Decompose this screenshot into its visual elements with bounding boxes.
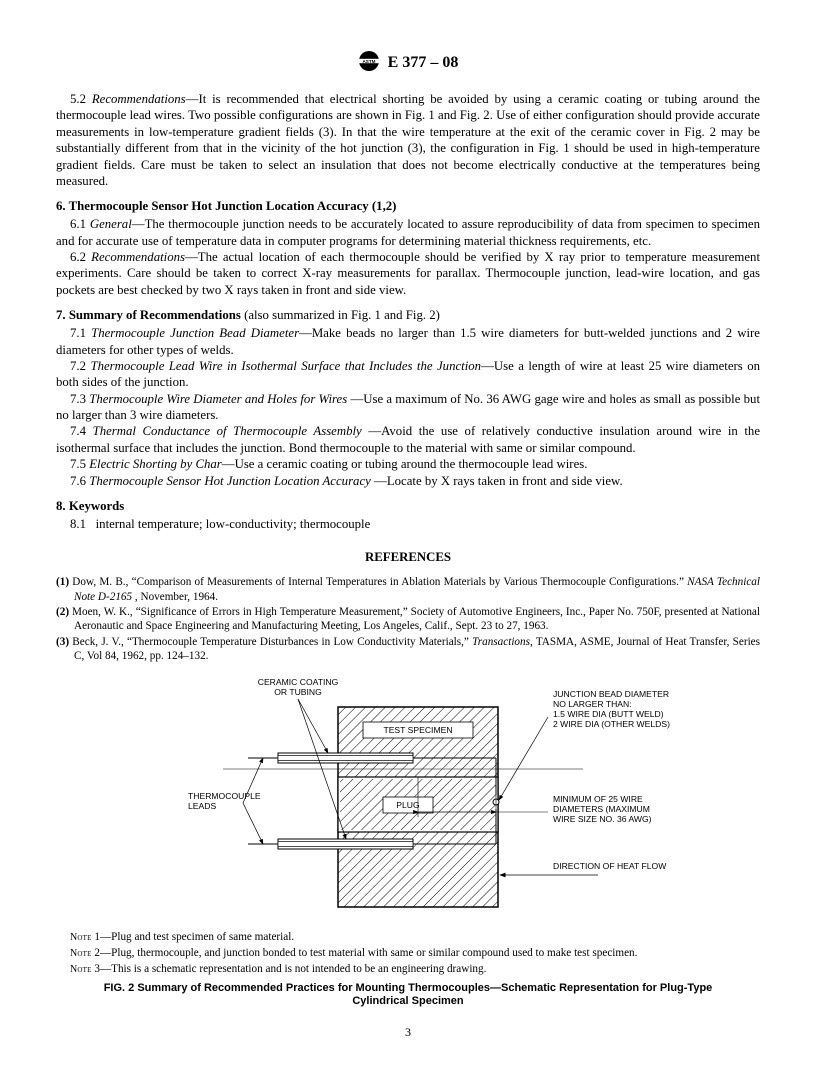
label-testspec: TEST SPECIMEN [383, 725, 452, 735]
para-8-1: 8.1 internal temperature; low-conductivi… [56, 516, 760, 532]
page: ASTM E 377 – 08 5.2 Recommendations—It i… [0, 0, 816, 1070]
label-ceramic-1: CERAMIC COATINGOR TUBING [258, 677, 339, 697]
label-min25: MINIMUM OF 25 WIREDIAMETERS (MAXIMUMWIRE… [553, 794, 652, 824]
label-plug: PLUG [396, 800, 420, 810]
note-3: Note 3—This is a schematic representatio… [56, 962, 760, 977]
page-number: 3 [56, 1025, 760, 1040]
para-5-2: 5.2 Recommendations—It is recommended th… [56, 91, 760, 189]
label-leads: THERMOCOUPLELEADS [188, 791, 261, 811]
note-1: Note 1—Plug and test specimen of same ma… [56, 930, 760, 945]
para-7-6: 7.6 Thermocouple Sensor Hot Junction Loc… [56, 473, 760, 489]
heading-7: 7. Summary of Recommendations (also summ… [56, 308, 760, 323]
ref-2: (2) Moen, W. K., “Significance of Errors… [56, 605, 760, 634]
para-7-2: 7.2 Thermocouple Lead Wire in Isothermal… [56, 358, 760, 391]
para-6-2: 6.2 Recommendations—The actual location … [56, 249, 760, 298]
label-heatflow: DIRECTION OF HEAT FLOW [553, 861, 667, 871]
note-2: Note 2—Plug, thermocouple, and junction … [56, 946, 760, 961]
heading-8: 8. Keywords [56, 499, 760, 514]
label-junction: JUNCTION BEAD DIAMETERNO LARGER THAN:1.5… [553, 689, 670, 729]
heading-6: 6. Thermocouple Sensor Hot Junction Loca… [56, 199, 760, 214]
svg-text:ASTM: ASTM [362, 59, 375, 64]
references-heading: REFERENCES [56, 550, 760, 565]
figure-notes: Note 1—Plug and test specimen of same ma… [56, 930, 760, 977]
para-7-1: 7.1 Thermocouple Junction Bead Diameter—… [56, 325, 760, 358]
figure-caption: FIG. 2 Summary of Recommended Practices … [96, 982, 720, 1010]
figure-2: TEST SPECIMEN PLUG [56, 677, 760, 922]
ref-1: (1) Dow, M. B., “Comparison of Measureme… [56, 575, 760, 604]
para-7-4: 7.4 Thermal Conductance of Thermocouple … [56, 423, 760, 456]
designation: E 377 – 08 [388, 54, 459, 71]
ref-3: (3) Beck, J. V., “Thermocouple Temperatu… [56, 635, 760, 664]
page-header: ASTM E 377 – 08 [56, 50, 760, 77]
figure-svg: TEST SPECIMEN PLUG [128, 677, 688, 917]
para-7-5: 7.5 Electric Shorting by Char—Use a cera… [56, 456, 760, 472]
astm-logo: ASTM [358, 50, 380, 77]
para-7-3: 7.3 Thermocouple Wire Diameter and Holes… [56, 391, 760, 424]
para-6-1: 6.1 General—The thermocouple junction ne… [56, 216, 760, 249]
references-list: (1) Dow, M. B., “Comparison of Measureme… [56, 575, 760, 663]
